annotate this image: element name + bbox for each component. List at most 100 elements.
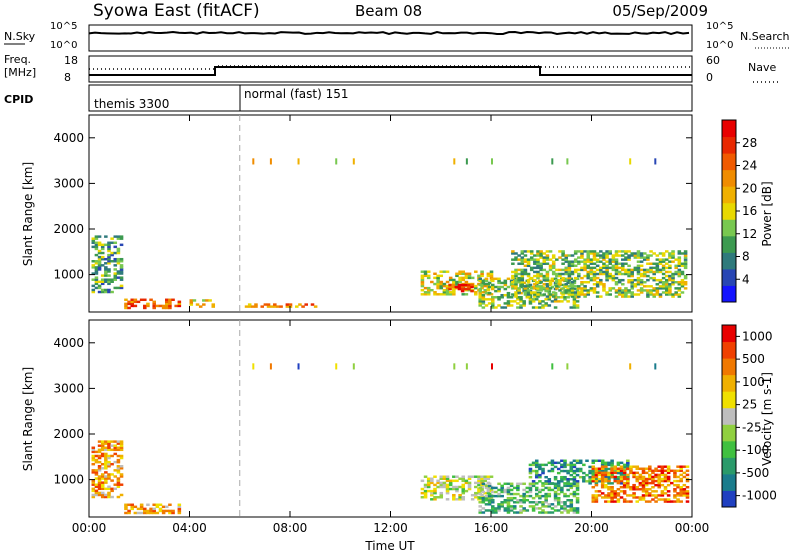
data-cell (676, 485, 680, 489)
data-cell (426, 291, 431, 294)
data-cell (509, 496, 514, 500)
data-cell (423, 489, 428, 493)
data-cell (104, 288, 108, 292)
data-cell (545, 278, 550, 282)
data-cell (630, 285, 634, 288)
data-cell (627, 268, 631, 272)
data-cell (588, 471, 592, 475)
data-cell (519, 291, 523, 295)
data-cell (664, 293, 669, 296)
data-cell (433, 487, 437, 491)
data-cell (420, 496, 425, 499)
data-cell (467, 483, 472, 487)
data-cell (668, 293, 672, 296)
colorbar-tick-label: 8 (742, 250, 750, 264)
data-cell (627, 256, 631, 259)
data-cell (489, 272, 494, 276)
colorbar-swatch (722, 120, 736, 138)
data-cell (677, 283, 682, 286)
data-cell (619, 496, 624, 499)
data-cell (526, 289, 531, 292)
data-cell (426, 489, 431, 493)
data-cell (94, 458, 99, 462)
data-cell (685, 485, 690, 489)
data-cell (116, 440, 121, 443)
data-cell (589, 260, 594, 263)
data-cell (630, 252, 634, 255)
y-tick-label: 4000 (53, 131, 84, 145)
data-cell (500, 296, 504, 299)
data-cell (478, 304, 482, 307)
data-cell (624, 252, 628, 255)
data-cell (113, 444, 118, 447)
data-cell (585, 480, 589, 483)
data-cell (643, 268, 647, 272)
data-cell (550, 469, 555, 473)
data-cell (643, 280, 647, 284)
data-cell (572, 507, 577, 510)
data-cell (91, 489, 96, 493)
data-cell (564, 289, 569, 292)
data-cell (583, 260, 587, 263)
data-cell (526, 278, 531, 282)
data-cell (433, 491, 437, 495)
data-cell (610, 494, 614, 497)
data-cell (520, 260, 525, 263)
data-cell (536, 272, 540, 276)
data-cell (285, 303, 290, 306)
data-cell (676, 494, 680, 497)
data-cell (569, 482, 574, 486)
nsearch-tick-top: 10^5 (706, 21, 733, 32)
data-cell (627, 289, 631, 292)
data-cell (614, 260, 619, 263)
data-cell (478, 277, 482, 281)
data-cell (149, 511, 153, 515)
data-cell (636, 250, 641, 253)
data-cell (600, 471, 605, 475)
data-cell (430, 481, 434, 485)
data-cell (94, 268, 99, 271)
data-cell (666, 498, 671, 501)
data-cell (604, 477, 608, 481)
data-cell (588, 465, 592, 469)
data-cell (91, 479, 96, 482)
data-cell (685, 479, 690, 483)
data-cell (556, 480, 561, 483)
data-cell (542, 293, 547, 296)
data-cell (677, 250, 682, 253)
data-cell (674, 258, 678, 261)
data-cell (525, 498, 530, 502)
data-cell (536, 254, 540, 257)
data-cell (484, 277, 489, 281)
data-cell (528, 467, 533, 471)
data-cell (608, 289, 612, 292)
data-cell (94, 266, 99, 269)
data-cell (668, 260, 672, 263)
data-cell (436, 282, 440, 286)
data-cell (604, 494, 608, 497)
data-cell (119, 454, 124, 458)
data-cell (652, 266, 656, 270)
data-cell (529, 291, 534, 294)
data-cell (682, 471, 687, 475)
data-cell (679, 473, 683, 477)
data-cell (658, 285, 663, 288)
data-cell (591, 500, 596, 503)
data-cell (525, 490, 530, 494)
data-cell (600, 467, 605, 470)
data-cell (592, 258, 597, 261)
data-cell (673, 473, 677, 477)
data-cell (116, 483, 121, 486)
data-cell (668, 266, 672, 270)
data-cell (119, 276, 124, 279)
colorbar-tick-label: -25 (742, 420, 762, 434)
data-cell (531, 298, 536, 301)
data-cell (605, 252, 609, 255)
data-cell (575, 469, 580, 473)
data-cell (610, 473, 614, 477)
data-cell (626, 467, 630, 470)
data-cell (563, 484, 567, 488)
data-cell (580, 268, 584, 272)
data-cell (624, 262, 628, 265)
